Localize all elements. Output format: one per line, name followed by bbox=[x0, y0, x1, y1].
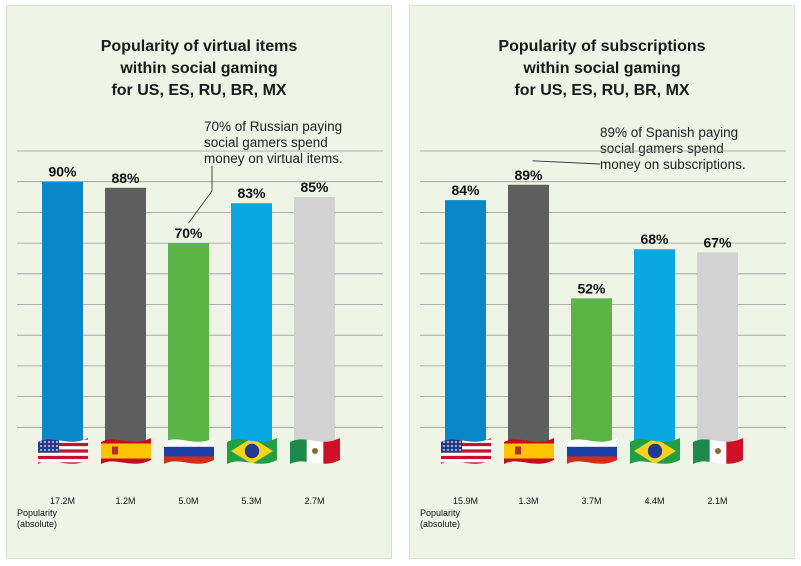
chart-title-line: within social gaming bbox=[120, 60, 278, 77]
bar-ru bbox=[571, 298, 612, 458]
absolute-value-mx: 2.1M bbox=[707, 496, 727, 506]
data-label-us: 84% bbox=[451, 182, 480, 198]
bar-chart-subscriptions: 84% 15.9M 89% 1.3M 52% 3.7M 68% 4.4M 67% 2.1M bbox=[420, 150, 786, 506]
data-label-br: 83% bbox=[237, 185, 266, 201]
russia-flag-icon bbox=[567, 438, 617, 464]
chart-panel-virtual-items: Popularity of virtual items within socia… bbox=[6, 5, 392, 559]
bar-chart-virtual-items: 90% 17.2M 88% 1.2M 70% 5.0M 83% 5.3M 85% 2.7M bbox=[17, 150, 383, 506]
data-label-br: 68% bbox=[640, 231, 669, 247]
bar-mx bbox=[697, 252, 738, 458]
bar-br bbox=[634, 249, 675, 458]
absolute-value-es: 1.2M bbox=[115, 496, 135, 506]
chart-title: Popularity of virtual items within socia… bbox=[7, 36, 391, 102]
brazil-flag-icon bbox=[630, 438, 680, 464]
absolute-value-us: 15.9M bbox=[453, 496, 478, 506]
popularity-absolute-label: Popularity (absolute) bbox=[17, 508, 57, 530]
bar-es bbox=[105, 187, 146, 458]
annotation-line: 70% of Russian paying bbox=[204, 119, 343, 134]
absolute-value-mx: 2.7M bbox=[304, 496, 324, 506]
chart-title-line: within social gaming bbox=[523, 60, 681, 77]
data-label-es: 88% bbox=[111, 170, 140, 186]
annotation-line: money on subscriptions. bbox=[600, 157, 746, 172]
absolute-value-br: 4.4M bbox=[644, 496, 664, 506]
mexico-flag-icon bbox=[290, 438, 340, 464]
data-label-es: 89% bbox=[514, 167, 543, 183]
data-label-ru: 52% bbox=[577, 280, 606, 296]
spain-flag-icon bbox=[101, 438, 151, 464]
data-label-mx: 85% bbox=[300, 179, 329, 195]
russia-flag-icon bbox=[164, 438, 214, 464]
popularity-absolute-label: Popularity (absolute) bbox=[420, 508, 460, 530]
annotation-line: social gamers spend bbox=[204, 135, 328, 150]
popularity-label-line: (absolute) bbox=[17, 519, 58, 529]
popularity-label-line: Popularity bbox=[17, 508, 58, 518]
data-label-us: 90% bbox=[48, 164, 77, 180]
bar-br bbox=[231, 203, 272, 458]
absolute-value-br: 5.3M bbox=[241, 496, 261, 506]
annotation-line: money on virtual items. bbox=[204, 151, 343, 166]
chart-panel-subscriptions: Popularity of subscriptions within socia… bbox=[409, 5, 795, 559]
chart-title-line: for US, ES, RU, BR, MX bbox=[111, 82, 287, 99]
bar-mx bbox=[294, 197, 335, 459]
bar-es bbox=[508, 184, 549, 458]
absolute-value-ru: 3.7M bbox=[581, 496, 601, 506]
absolute-value-us: 17.2M bbox=[50, 496, 75, 506]
chart-title-line: for US, ES, RU, BR, MX bbox=[514, 82, 690, 99]
popularity-label-line: Popularity bbox=[420, 508, 461, 518]
chart-annotation: 70% of Russian paying social gamers spen… bbox=[204, 119, 343, 167]
us-flag-icon bbox=[441, 438, 491, 464]
brazil-flag-icon bbox=[227, 438, 277, 464]
data-label-mx: 67% bbox=[703, 234, 732, 250]
chart-title: Popularity of subscriptions within socia… bbox=[410, 36, 794, 102]
data-label-ru: 70% bbox=[174, 225, 203, 241]
bar-us bbox=[445, 200, 486, 458]
annotation-leader-line bbox=[532, 160, 601, 165]
popularity-label-line: (absolute) bbox=[420, 519, 461, 529]
chart-annotation: 89% of Spanish paying social gamers spen… bbox=[600, 125, 746, 173]
annotation-line: 89% of Spanish paying bbox=[600, 125, 739, 140]
bar-ru bbox=[168, 243, 209, 458]
annotation-leader-line bbox=[188, 166, 213, 224]
mexico-flag-icon bbox=[693, 438, 743, 464]
absolute-value-es: 1.3M bbox=[518, 496, 538, 506]
bar-us bbox=[42, 181, 83, 458]
annotation-line: social gamers spend bbox=[600, 141, 724, 156]
chart-title-line: Popularity of virtual items bbox=[100, 38, 298, 55]
chart-title-line: Popularity of subscriptions bbox=[498, 38, 706, 55]
absolute-value-ru: 5.0M bbox=[178, 496, 198, 506]
spain-flag-icon bbox=[504, 438, 554, 464]
